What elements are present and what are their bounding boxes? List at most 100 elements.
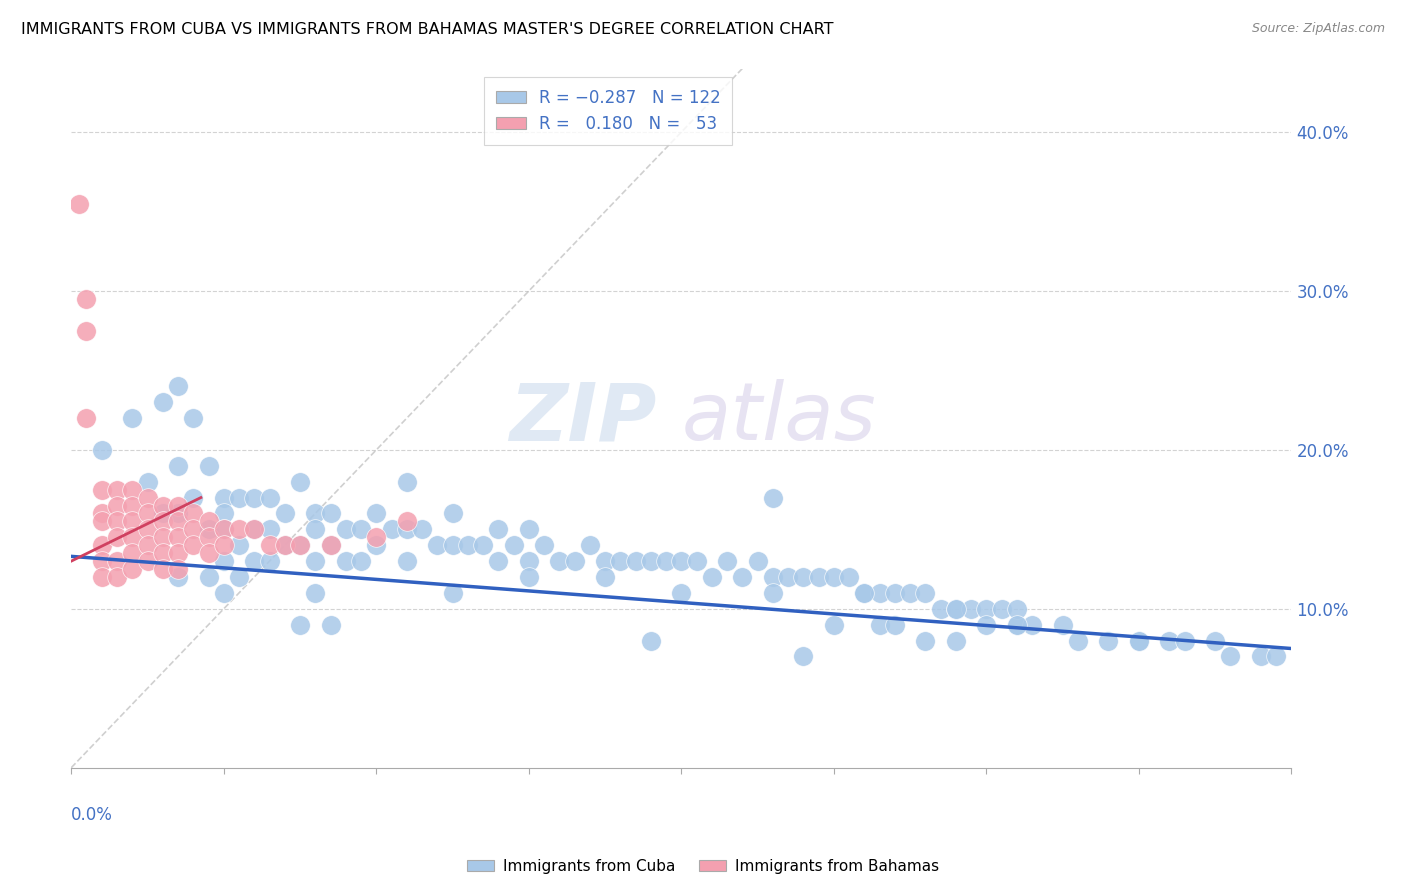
- Point: [259, 554, 281, 568]
- Point: [212, 507, 235, 521]
- Point: [898, 586, 921, 600]
- Point: [593, 570, 616, 584]
- Point: [350, 522, 373, 536]
- Point: [228, 538, 250, 552]
- Point: [167, 379, 190, 393]
- Point: [212, 522, 235, 536]
- Point: [136, 554, 159, 568]
- Point: [228, 570, 250, 584]
- Point: [152, 530, 174, 544]
- Point: [1219, 649, 1241, 664]
- Point: [366, 538, 388, 552]
- Point: [228, 491, 250, 505]
- Point: [395, 554, 418, 568]
- Point: [441, 507, 464, 521]
- Point: [212, 586, 235, 600]
- Point: [167, 546, 190, 560]
- Point: [945, 602, 967, 616]
- Point: [762, 570, 785, 584]
- Point: [152, 395, 174, 409]
- Point: [212, 522, 235, 536]
- Point: [792, 570, 814, 584]
- Point: [624, 554, 647, 568]
- Point: [1265, 649, 1288, 664]
- Point: [335, 522, 357, 536]
- Point: [243, 522, 266, 536]
- Point: [609, 554, 631, 568]
- Point: [395, 515, 418, 529]
- Point: [1128, 633, 1150, 648]
- Point: [274, 538, 297, 552]
- Point: [197, 515, 219, 529]
- Point: [778, 570, 800, 584]
- Point: [90, 507, 112, 521]
- Point: [243, 491, 266, 505]
- Point: [640, 554, 662, 568]
- Text: Source: ZipAtlas.com: Source: ZipAtlas.com: [1251, 22, 1385, 36]
- Point: [212, 538, 235, 552]
- Point: [136, 538, 159, 552]
- Point: [838, 570, 860, 584]
- Point: [869, 586, 891, 600]
- Point: [945, 602, 967, 616]
- Point: [380, 522, 402, 536]
- Point: [1005, 617, 1028, 632]
- Point: [197, 570, 219, 584]
- Point: [533, 538, 555, 552]
- Point: [105, 515, 128, 529]
- Point: [181, 411, 204, 425]
- Point: [243, 554, 266, 568]
- Point: [914, 586, 936, 600]
- Point: [823, 617, 845, 632]
- Point: [304, 586, 326, 600]
- Point: [90, 442, 112, 457]
- Point: [945, 633, 967, 648]
- Point: [259, 538, 281, 552]
- Point: [121, 562, 143, 576]
- Point: [121, 515, 143, 529]
- Point: [395, 475, 418, 489]
- Point: [319, 538, 342, 552]
- Point: [1250, 649, 1272, 664]
- Point: [1052, 617, 1074, 632]
- Point: [136, 507, 159, 521]
- Point: [457, 538, 479, 552]
- Text: atlas: atlas: [682, 379, 876, 457]
- Point: [1067, 633, 1090, 648]
- Point: [517, 554, 540, 568]
- Point: [548, 554, 571, 568]
- Point: [747, 554, 769, 568]
- Point: [366, 507, 388, 521]
- Point: [274, 538, 297, 552]
- Point: [136, 491, 159, 505]
- Point: [288, 475, 311, 489]
- Point: [671, 554, 693, 568]
- Point: [243, 522, 266, 536]
- Point: [152, 515, 174, 529]
- Point: [76, 324, 98, 338]
- Point: [1204, 633, 1226, 648]
- Point: [167, 507, 190, 521]
- Point: [914, 633, 936, 648]
- Point: [197, 546, 219, 560]
- Point: [441, 538, 464, 552]
- Point: [395, 522, 418, 536]
- Point: [411, 522, 433, 536]
- Point: [1097, 633, 1119, 648]
- Point: [883, 617, 905, 632]
- Point: [121, 483, 143, 497]
- Point: [90, 483, 112, 497]
- Point: [366, 530, 388, 544]
- Point: [90, 538, 112, 552]
- Point: [853, 586, 876, 600]
- Point: [792, 649, 814, 664]
- Text: IMMIGRANTS FROM CUBA VS IMMIGRANTS FROM BAHAMAS MASTER'S DEGREE CORRELATION CHAR: IMMIGRANTS FROM CUBA VS IMMIGRANTS FROM …: [21, 22, 834, 37]
- Point: [76, 411, 98, 425]
- Point: [655, 554, 678, 568]
- Point: [869, 617, 891, 632]
- Point: [167, 562, 190, 576]
- Point: [105, 499, 128, 513]
- Point: [1128, 633, 1150, 648]
- Point: [486, 554, 509, 568]
- Point: [579, 538, 602, 552]
